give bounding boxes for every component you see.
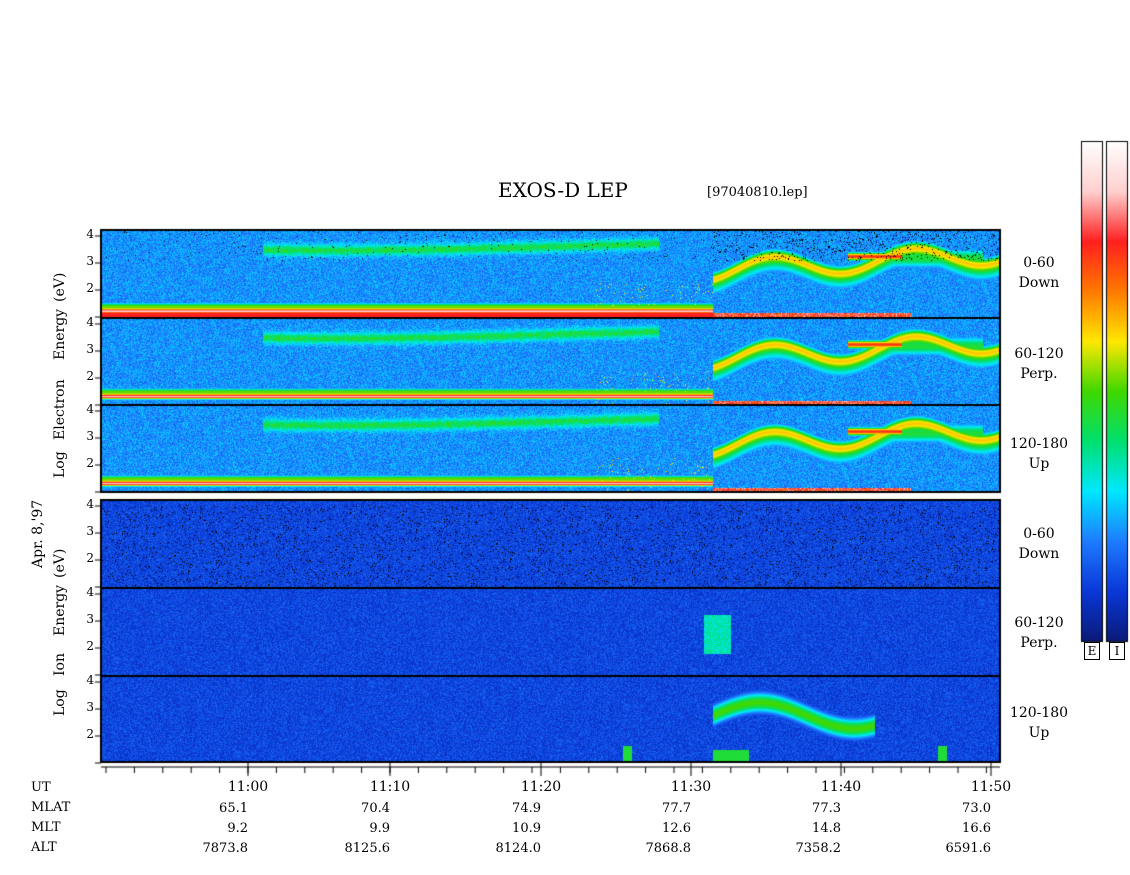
panel-pitch-range-label: 120-180 bbox=[1009, 705, 1069, 721]
axis-row-label: UT bbox=[31, 780, 51, 795]
mlat-value: 65.1 bbox=[219, 801, 248, 816]
mlat-value: 73.0 bbox=[962, 801, 991, 816]
y-tick-label: 3 bbox=[86, 524, 94, 538]
y-tick-label: 3 bbox=[86, 700, 94, 714]
alt-value: 7358.2 bbox=[795, 841, 842, 856]
panel-pitch-range-label: 0-60 bbox=[1023, 255, 1055, 271]
panel-direction-label: Up bbox=[1028, 725, 1050, 741]
ut-tick-label: 11:00 bbox=[227, 779, 269, 795]
y-tick-label: 2 bbox=[86, 281, 94, 295]
alt-value: 8125.6 bbox=[344, 841, 391, 856]
file-name: [97040810.lep] bbox=[707, 185, 808, 200]
electron-ylabel-word: Log bbox=[52, 451, 68, 478]
mlt-value: 10.9 bbox=[512, 821, 541, 836]
mlat-value: 77.3 bbox=[812, 801, 841, 816]
electron-ylabel-word: (eV) bbox=[52, 272, 68, 302]
panel-direction-label: Perp. bbox=[1020, 366, 1058, 382]
alt-value: 7868.8 bbox=[645, 841, 692, 856]
ut-tick-label: 11:10 bbox=[369, 779, 411, 795]
y-tick-label: 4 bbox=[86, 402, 94, 416]
y-tick-label: 2 bbox=[86, 551, 94, 565]
electron-ylabel-word: Energy bbox=[52, 308, 68, 360]
alt-value: 8124.0 bbox=[495, 841, 542, 856]
colorbar-label: E bbox=[1084, 642, 1100, 660]
mlt-value: 14.8 bbox=[812, 821, 841, 836]
y-tick-label: 4 bbox=[86, 315, 94, 329]
ut-tick-label: 11:20 bbox=[520, 779, 562, 795]
panel-direction-label: Up bbox=[1028, 456, 1050, 472]
alt-value: 7873.8 bbox=[202, 841, 249, 856]
mlt-value: 9.9 bbox=[369, 821, 390, 836]
y-tick-label: 2 bbox=[86, 639, 94, 653]
alt-value: 6591.6 bbox=[945, 841, 992, 856]
panel-direction-label: Down bbox=[1018, 546, 1060, 562]
axis-row-label: ALT bbox=[31, 840, 57, 855]
mlat-value: 74.9 bbox=[512, 801, 541, 816]
y-tick-label: 2 bbox=[86, 369, 94, 383]
panel-pitch-range-label: 60-120 bbox=[1014, 346, 1064, 362]
y-tick-label: 2 bbox=[86, 456, 94, 470]
y-tick-label: 3 bbox=[86, 612, 94, 626]
y-tick-label: 3 bbox=[86, 342, 94, 356]
y-tick-label: 2 bbox=[86, 727, 94, 741]
mlat-value: 77.7 bbox=[662, 801, 691, 816]
page-title: EXOS-D LEP bbox=[498, 178, 628, 202]
ion-ylabel-word: Log bbox=[52, 689, 68, 716]
y-tick-label: 3 bbox=[86, 429, 94, 443]
panel-pitch-range-label: 60-120 bbox=[1014, 615, 1064, 631]
axis-row-label: MLT bbox=[31, 820, 61, 835]
ion-ylabel-word: Energy bbox=[52, 584, 68, 636]
y-tick-label: 4 bbox=[86, 585, 94, 599]
ut-tick-label: 11:40 bbox=[820, 779, 862, 795]
y-tick-label: 4 bbox=[86, 497, 94, 511]
colorbar-label: I bbox=[1109, 642, 1125, 660]
panel-pitch-range-label: 120-180 bbox=[1009, 436, 1069, 452]
y-tick-label: 3 bbox=[86, 254, 94, 268]
mlt-value: 12.6 bbox=[662, 821, 691, 836]
panel-pitch-range-label: 0-60 bbox=[1023, 526, 1055, 542]
mlt-value: 9.2 bbox=[227, 821, 248, 836]
panel-direction-label: Down bbox=[1018, 275, 1060, 291]
mlat-value: 70.4 bbox=[361, 801, 390, 816]
ion-ylabel-word: Ion bbox=[52, 653, 68, 676]
y-tick-label: 4 bbox=[86, 673, 94, 687]
ut-tick-label: 11:50 bbox=[970, 779, 1012, 795]
mlt-value: 16.6 bbox=[962, 821, 991, 836]
panel-direction-label: Perp. bbox=[1020, 635, 1058, 651]
date-label: Apr. 8,'97 bbox=[30, 499, 46, 568]
y-tick-label: 4 bbox=[86, 227, 94, 241]
ut-tick-label: 11:30 bbox=[670, 779, 712, 795]
axis-row-label: MLAT bbox=[31, 800, 71, 815]
ion-ylabel-word: (eV) bbox=[52, 548, 68, 578]
electron-ylabel-word: Electron bbox=[52, 379, 68, 440]
